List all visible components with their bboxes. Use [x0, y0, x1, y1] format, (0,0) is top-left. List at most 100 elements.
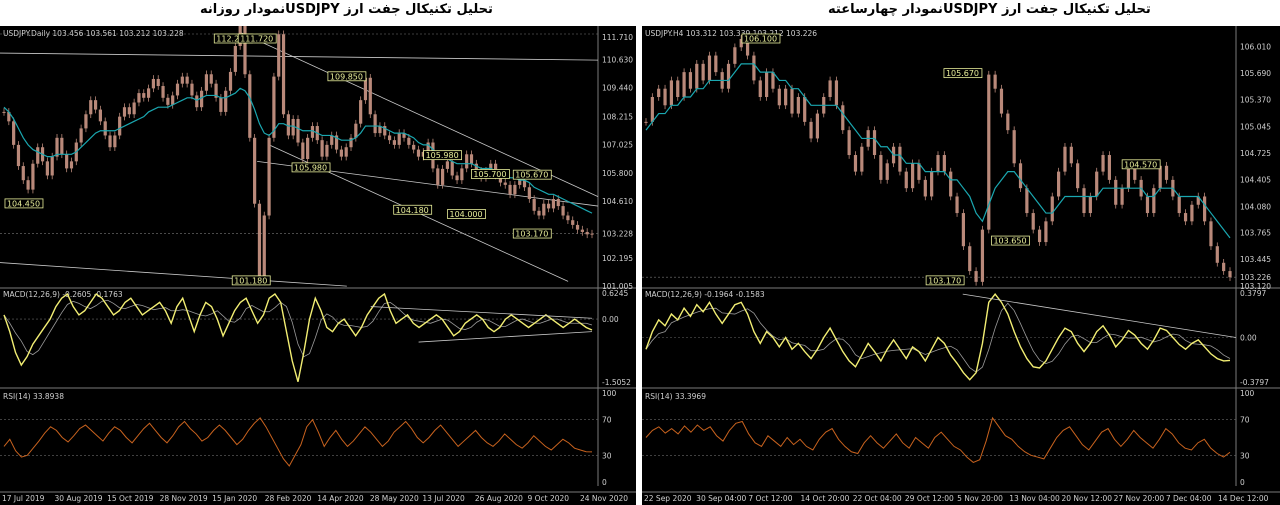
- candle-body: [503, 182, 507, 185]
- candle-body: [853, 155, 858, 172]
- candle-body: [339, 149, 343, 157]
- x-tick-label: 30 Sep 04:00: [696, 494, 746, 503]
- candle-body: [21, 166, 25, 181]
- candle-body: [1088, 196, 1092, 214]
- candle-body: [1145, 196, 1150, 214]
- candle-body: [489, 163, 493, 171]
- y-tick-label: 105.370: [1240, 95, 1271, 104]
- candle-body: [676, 80, 680, 97]
- candle-body: [445, 161, 450, 169]
- candle-body: [784, 88, 788, 106]
- candle-body: [219, 97, 223, 112]
- candle-body: [758, 80, 762, 97]
- left-chart-title: تحلیل تکنیکال جفت ارز USDJPYنمودار روزان…: [200, 2, 493, 17]
- candle-body: [644, 121, 648, 123]
- x-tick-label: 14 Apr 2020: [317, 494, 364, 503]
- candle-body: [368, 77, 372, 115]
- candle-body: [974, 271, 978, 282]
- price-label-box: [925, 275, 965, 286]
- candle-body: [726, 63, 731, 89]
- candle-body: [682, 72, 686, 97]
- candle-body: [777, 88, 781, 106]
- candle-body: [765, 72, 769, 97]
- candle-body: [301, 142, 305, 159]
- y-tick-label: 111.710: [602, 33, 633, 42]
- candle-body: [26, 180, 30, 190]
- trendline: [239, 31, 599, 198]
- candle-body: [942, 155, 946, 172]
- macd-line: [3, 292, 593, 382]
- candle-body: [688, 72, 693, 89]
- candle-body: [498, 175, 503, 183]
- candle-body: [980, 229, 985, 282]
- y-tick-label: 103.765: [1240, 229, 1271, 238]
- price-label: 105.700: [473, 170, 506, 179]
- candle-body: [999, 88, 1004, 114]
- candle-body: [1114, 179, 1118, 205]
- candle-body: [936, 155, 940, 172]
- rsi-header: RSI(14) 33.8938: [3, 392, 64, 401]
- candle-body: [1190, 204, 1194, 222]
- y-tick-label: 103.228: [602, 230, 633, 239]
- price-label-box: [393, 204, 433, 215]
- candle-body: [1025, 188, 1029, 214]
- candle-body: [590, 233, 594, 235]
- daily-chart-svg: USDJPY.Daily 103.456 103.561 103.212 103…: [0, 26, 636, 503]
- candle-body: [224, 90, 228, 112]
- candle-body: [1076, 163, 1080, 189]
- price-label: 109.850: [330, 72, 363, 81]
- candle-body: [31, 163, 35, 190]
- candle-body: [45, 161, 49, 176]
- candle-body: [253, 137, 257, 204]
- candle-body: [790, 88, 794, 114]
- candle-body: [7, 111, 11, 122]
- candle-body: [89, 100, 93, 115]
- candle-body: [60, 137, 64, 155]
- candle-body: [547, 203, 551, 209]
- candle-body: [243, 26, 247, 75]
- price-label-box: [512, 228, 552, 239]
- candle-body: [286, 114, 290, 136]
- candle-body: [383, 126, 387, 136]
- macd-signal-line: [645, 302, 1231, 373]
- y-tick-label: 105.045: [1240, 122, 1271, 131]
- candle-body: [1183, 213, 1188, 222]
- candle-body: [103, 121, 107, 136]
- candle-body: [1107, 155, 1111, 180]
- y-tick-label: 104.725: [1240, 149, 1271, 158]
- candle-body: [228, 71, 233, 91]
- candle-body: [949, 171, 953, 197]
- macd-header: MACD(12,26,9) -0.1964 -0.1583: [645, 290, 765, 299]
- candle-body: [416, 149, 421, 157]
- macd-trendline: [418, 331, 593, 343]
- candle-body: [277, 34, 281, 77]
- x-tick-label: 15 Jan 2020: [212, 494, 257, 503]
- candle-body: [310, 126, 315, 138]
- macd-trendline: [370, 306, 593, 319]
- candle-body: [571, 220, 575, 225]
- y-tick-label: 103.445: [1240, 255, 1271, 264]
- candle-body: [955, 196, 959, 214]
- candle-body: [392, 140, 396, 145]
- candle-body: [904, 171, 908, 189]
- candle-body: [306, 137, 310, 159]
- macd-tick-label: -0.3797: [1240, 378, 1269, 387]
- x-tick-label: 5 Nov 20:00: [957, 494, 1003, 503]
- candle-body: [993, 74, 997, 89]
- candle-body: [344, 147, 348, 157]
- macd-header: MACD(12,26,9) -0.2605 -0.1763: [3, 290, 123, 299]
- macd-tick-label: -1.5052: [602, 378, 631, 387]
- candle-body: [1164, 165, 1169, 180]
- macd-tick-label: 0.00: [1240, 334, 1257, 343]
- candle-body: [426, 142, 430, 152]
- candle-body: [50, 156, 54, 176]
- candle-body: [1095, 171, 1099, 197]
- candle-body: [55, 137, 59, 157]
- candle-body: [354, 123, 358, 138]
- candle-body: [465, 154, 469, 169]
- x-tick-label: 13 Nov 04:00: [1009, 494, 1060, 503]
- candle-body: [373, 114, 377, 134]
- price-label-box: [291, 162, 331, 173]
- candle-body: [171, 95, 175, 105]
- candle-body: [363, 77, 368, 101]
